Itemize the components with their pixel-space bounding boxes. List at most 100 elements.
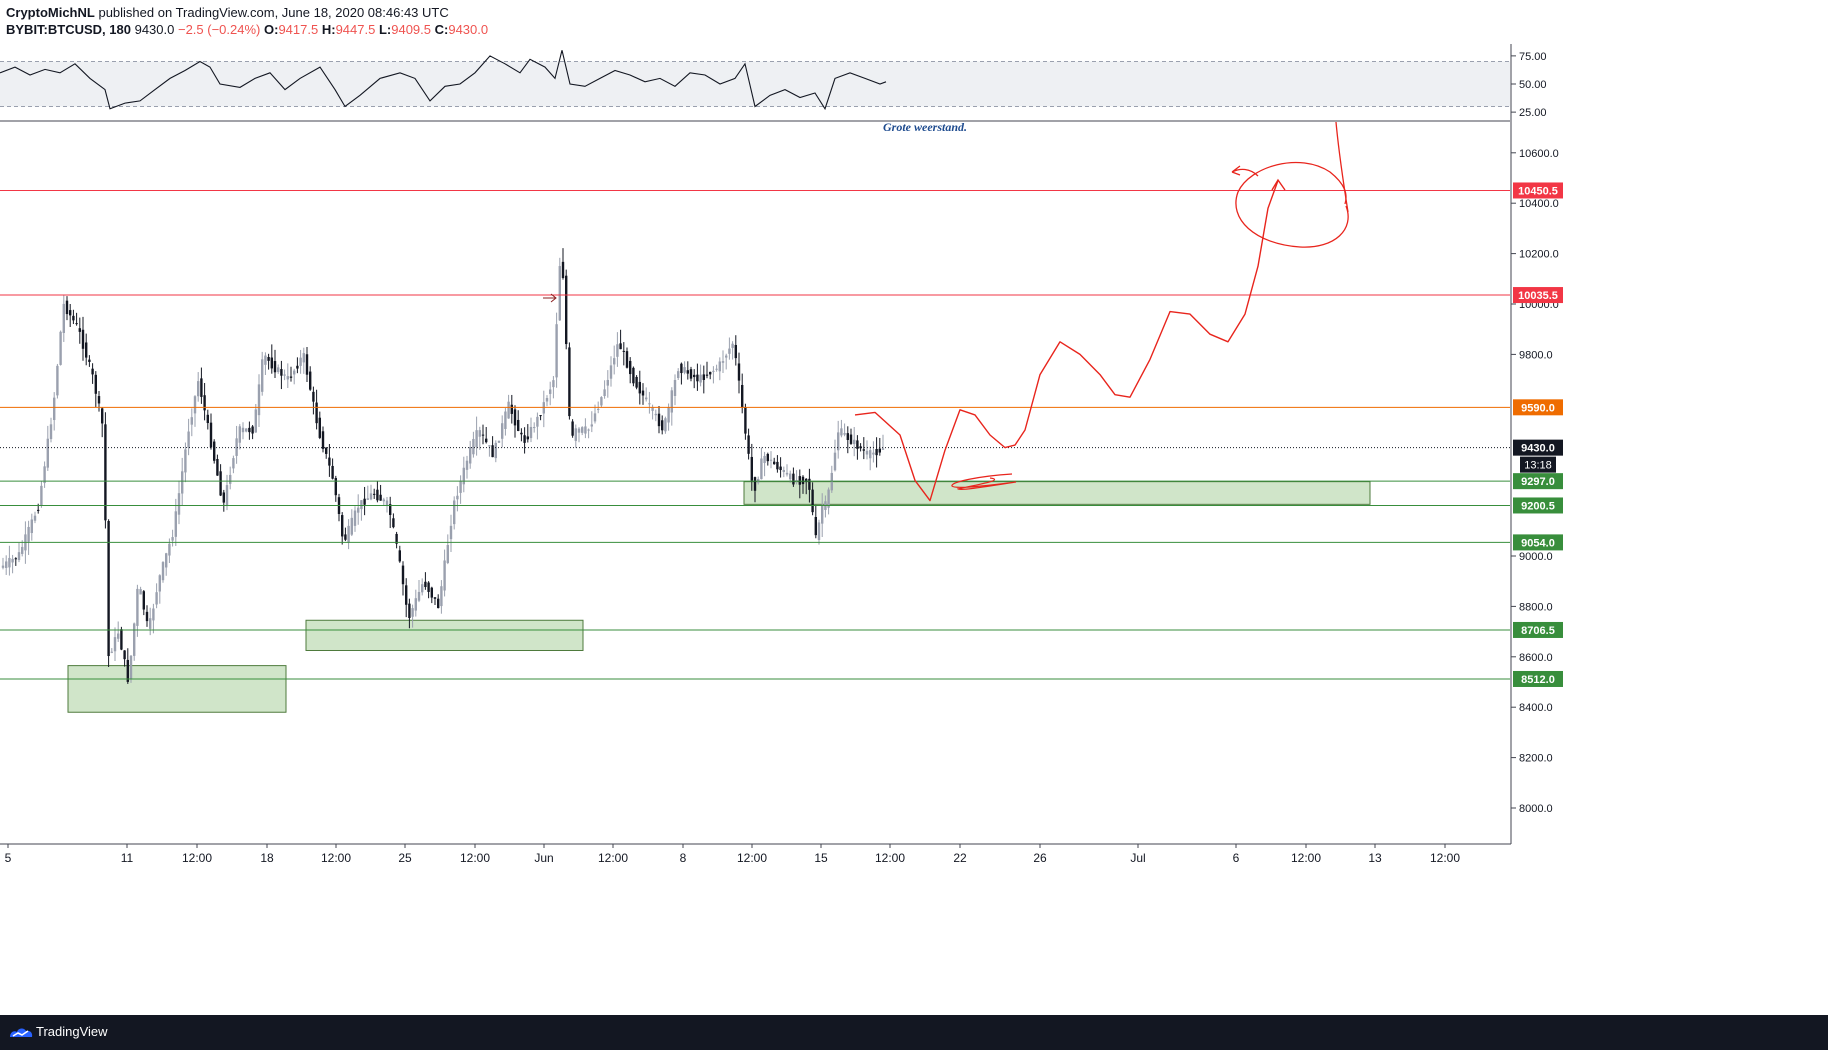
candle-body [168,543,171,556]
demand-zone-3[interactable] [743,481,1371,505]
candle [843,423,846,437]
candle-body [536,416,539,427]
candle-body [267,356,270,361]
candle-body [129,655,133,680]
candle [497,440,501,444]
candle-body [779,466,782,471]
candle-body [616,344,619,357]
current-price-badge[interactable]: 9430.0 [1513,439,1563,456]
candle [94,371,97,408]
candle [177,480,181,525]
candle [430,586,433,604]
level-badge-9200.5[interactable]: 9200.5 [1513,497,1563,514]
candle-body [149,618,152,629]
price-axis[interactable]: 25.00 50.00 75.00 8000.0 8200.0 8400.0 8600.0 8… [1510,44,1828,844]
candle-body [171,537,174,541]
candle-body [785,472,789,475]
level-badge-9297.0[interactable]: 9297.0 [1513,473,1563,490]
open-value: 9417.5 [278,22,319,37]
price-tick-label: 9800.0 [1519,349,1553,361]
candle-body [814,516,817,536]
candle [677,368,680,381]
candle [664,416,667,434]
candle [193,395,197,427]
candle [661,415,664,435]
candle [549,381,552,406]
level-badge-8706.5[interactable]: 8706.5 [1513,621,1563,638]
candle-body [120,629,123,650]
candle-body [69,310,72,316]
candle-body [843,433,846,435]
level-badge-9200.5-text: 9200.5 [1521,500,1555,512]
candle [408,598,411,629]
rsi-tick-label: 25.00 [1519,107,1547,119]
candle-body [456,495,459,500]
candle-body [875,448,878,456]
price-pane[interactable]: Grote weerstand. [0,120,1510,713]
demand-zone-1[interactable] [67,665,287,713]
candle [190,408,193,437]
candle-body [363,498,366,505]
candle-body [421,584,424,593]
level-badge-9054.0[interactable]: 9054.0 [1513,534,1563,551]
candle-body [366,498,369,500]
candle [344,527,347,542]
level-badge-10450.5[interactable]: 10450.5 [1513,182,1563,199]
candle [465,455,469,479]
candle [171,529,174,547]
candle-body [523,435,526,443]
level-badge-9590.0[interactable]: 9590.0 [1513,399,1563,416]
candle-body [318,417,321,438]
candle [709,371,712,380]
forecast-drawing[interactable] [854,180,1279,502]
tradingview-logo-icon[interactable] [8,1024,34,1042]
candle-body [414,598,417,611]
candle [43,461,46,488]
time-tick-label: 6 [1233,851,1240,865]
candle [110,648,113,654]
candle [773,457,776,465]
candle-body [443,560,446,591]
candle-body [731,343,734,348]
candle-body [37,509,40,511]
candle-body [369,493,373,500]
candle-body [577,428,581,433]
candle-body [606,379,609,386]
candle [878,437,881,456]
time-axis[interactable]: 5 11 12:00 18 12:00 25 12:00 Jun 12:00 8 12:00 15 12… [0,843,1511,865]
candle [481,424,485,445]
symbol-name[interactable]: BYBIT:BTCUSD, 180 [6,22,131,37]
candle [616,332,619,367]
candle [91,363,94,384]
candle [222,489,225,512]
candle [8,545,11,576]
candle-body [753,477,757,491]
chart-canvas[interactable]: Grote weerstand. 25.0050.0075.008000.082… [0,44,1828,1015]
candle-body [744,407,747,434]
candle [446,534,449,565]
candle-body [117,633,120,639]
demand-zone-2[interactable] [305,619,584,652]
level-badge-8512.0[interactable]: 8512.0 [1513,670,1563,687]
tradingview-brand[interactable]: TradingView [36,1024,108,1039]
candle [152,603,155,634]
level-badge-10035.5[interactable]: 10035.5 [1513,287,1563,304]
level-badge-10450.5-text: 10450.5 [1518,185,1558,197]
candle [315,389,318,430]
candle [712,366,715,384]
time-tick-label: 25 [398,851,412,865]
level-badge-9297.0-text: 9297.0 [1521,476,1555,488]
publisher-name[interactable]: CryptoMichNL [6,5,95,20]
candle-body [571,421,574,436]
candle [673,374,677,406]
candle [728,337,731,360]
candle [81,316,85,361]
candle-body [721,361,725,363]
candle-body [136,588,139,626]
rsi-pane[interactable] [0,50,1510,122]
candle [670,387,673,426]
candle-body [440,586,443,607]
candle [363,486,366,516]
candle-body [8,557,11,568]
rsi-line [0,50,887,111]
